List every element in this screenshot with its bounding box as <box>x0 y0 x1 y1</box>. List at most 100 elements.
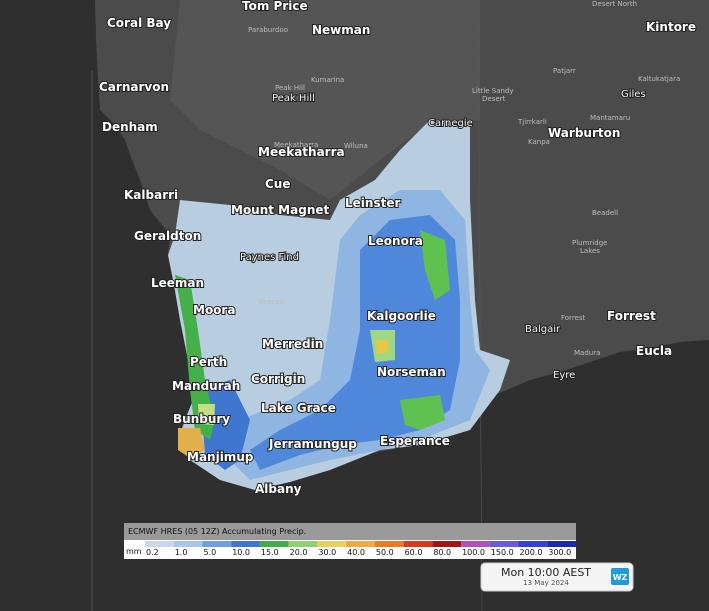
legend-swatch <box>288 541 318 547</box>
place-label: Norseman <box>377 365 446 379</box>
place-label: Albany <box>255 482 302 496</box>
place-label: Perth <box>190 355 227 369</box>
place-label: Desert North <box>592 0 637 8</box>
place-label: Eucla <box>636 344 672 358</box>
legend-swatch <box>231 541 260 547</box>
place-label: Kumarina <box>311 76 344 84</box>
place-label: Mandurah <box>172 379 240 393</box>
place-label: Kalgoorlie <box>367 309 436 323</box>
timestamp-box <box>480 562 634 592</box>
place-label: Lake Grace <box>261 401 336 415</box>
place-label: Manjimup <box>187 450 254 464</box>
timestamp-time: Mon 10:00 AEST <box>501 566 591 579</box>
place-label: Giles <box>621 89 646 100</box>
place-label: Peak Hill <box>272 93 315 104</box>
place-label: Patjarr <box>553 67 576 75</box>
legend-swatch <box>145 541 174 547</box>
place-label: Carnarvon <box>99 80 169 94</box>
place-label: Madura <box>574 349 600 357</box>
legend-label: 60.0 <box>405 548 423 557</box>
place-label: Mantamaru <box>590 114 630 122</box>
legend-swatch <box>461 541 490 547</box>
legend-label: 40.0 <box>347 548 365 557</box>
place-label: Paraburdoo <box>248 26 288 34</box>
legend-label: 1.0 <box>175 548 188 557</box>
place-label: Plumridge <box>572 239 607 247</box>
place-label: Meekatharra <box>274 141 318 149</box>
precip <box>168 120 510 490</box>
place-label: Balgair <box>525 324 561 335</box>
legend-label: 80.0 <box>433 548 451 557</box>
place-label: Bunbury <box>173 412 230 426</box>
legend-swatch <box>432 541 462 547</box>
place-label: Paynes Find <box>240 252 299 263</box>
place-label: Leonora <box>368 234 423 248</box>
place-label: Kanpa <box>528 138 550 146</box>
place-label: Forrest <box>561 314 585 322</box>
place-label: Corrigin <box>251 372 305 386</box>
place-label: Tjirrkarli <box>517 118 547 126</box>
place-label: Carnegie <box>428 118 473 129</box>
legend-header <box>124 523 576 540</box>
legend-scale: 0.2 1.0 5.0 10.0 15.0 20.0 30.0 40.0 50.0 60.0 80.… <box>145 541 576 557</box>
place-label: Lakes <box>580 247 600 255</box>
place-label: Esperance <box>380 434 450 448</box>
border-line <box>477 0 483 611</box>
legend-swatch <box>317 541 347 547</box>
legend-swatch <box>403 541 433 547</box>
legend-swatch <box>489 541 519 547</box>
legend-swatch <box>346 541 375 547</box>
place-label: Geraldton <box>134 229 201 243</box>
place-label: Merredin <box>262 337 323 351</box>
place-label: Kintore <box>646 20 696 34</box>
legend-label: 300.0 <box>548 548 571 557</box>
place-label: Beacon <box>258 298 284 306</box>
place-label: Eyre <box>553 370 575 381</box>
place-label: Cue <box>265 177 291 191</box>
place-label: Mount Magnet <box>231 203 329 217</box>
legend-label: 5.0 <box>203 548 216 557</box>
legend-label: 0.2 <box>146 548 159 557</box>
legend-swatch <box>202 541 232 547</box>
legend-label: 15.0 <box>261 548 279 557</box>
place-label: Coral Bay <box>107 16 171 30</box>
place-label: Kalbarri <box>124 188 178 202</box>
timestamp-date: 13 May 2024 <box>523 579 569 587</box>
place-label: Denham <box>102 120 158 134</box>
place-label: Jerramungup <box>268 437 357 451</box>
place-label: Beadell <box>592 209 618 217</box>
land-shade <box>170 0 480 200</box>
logo <box>611 568 629 585</box>
legend-unit: mm <box>126 547 142 556</box>
legend-swatch <box>518 541 548 547</box>
place-label: Little Sandy <box>472 87 514 95</box>
place-labels: Coral Bay Tom Price Newman Kintore Carna… <box>98 0 697 497</box>
legend-swatch <box>374 541 404 547</box>
timestamp[interactable]: Mon 10:00 AEST 13 May 2024 WZ <box>480 562 634 592</box>
legend-label: 10.0 <box>232 548 250 557</box>
place-label: Forrest <box>607 309 656 323</box>
logo-text: WZ <box>613 573 628 582</box>
legend-title: ECMWF HRES (05 12Z) Accumulating Precip. <box>128 527 306 536</box>
legend-label: 150.0 <box>491 548 514 557</box>
legend-swatch <box>547 541 576 547</box>
place-label: Warburton <box>548 126 620 140</box>
legend-label: 200.0 <box>520 548 543 557</box>
place-label: Tom Price <box>242 0 308 13</box>
place-label: Leinster <box>345 196 400 210</box>
place-label: Desert <box>482 95 506 103</box>
legend-swatch <box>173 541 203 547</box>
legend-label: 20.0 <box>290 548 308 557</box>
place-label: Wiluna <box>344 142 368 150</box>
place-label: Leeman <box>151 276 204 290</box>
place-label: Newman <box>312 23 370 37</box>
place-label: Kaltukatjara <box>638 75 680 83</box>
legend-swatch <box>259 541 289 547</box>
place-label: Moora <box>193 303 235 317</box>
legend-label: 30.0 <box>318 548 336 557</box>
legend-label: 50.0 <box>376 548 394 557</box>
place-label: Meekatharra <box>258 145 345 159</box>
place-label: Peak Hill <box>275 84 305 92</box>
